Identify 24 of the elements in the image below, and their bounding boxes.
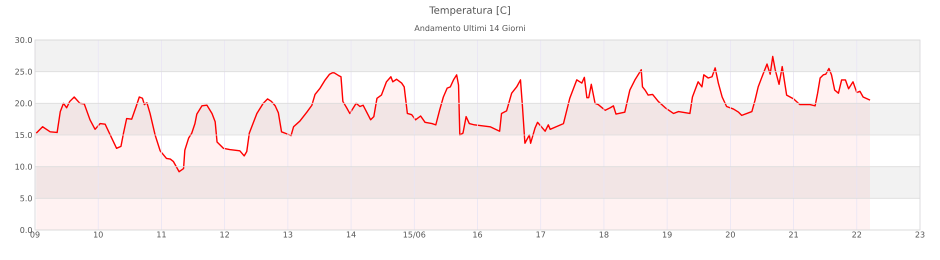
y-tick-label: 20.0 (15, 100, 32, 106)
x-tick-label: 16 (473, 232, 482, 238)
x-tick-label: 21 (789, 232, 798, 238)
x-tick-label: 10 (94, 232, 103, 238)
y-tick-label: 5.0 (20, 195, 32, 202)
y-tick-label: 10.0 (16, 164, 32, 170)
x-tick-label: 20 (726, 232, 735, 238)
x-tick-label: 23 (916, 232, 924, 238)
y-tick-label: 25.0 (15, 68, 32, 75)
chart-title: Temperatura [C] (429, 6, 510, 16)
chart-subtitle: Andamento Ultimi 14 Giorni (414, 24, 525, 32)
x-tick-label: 17 (536, 232, 546, 238)
x-tick-label: 22 (852, 232, 862, 238)
x-tick-label: 15/06 (404, 232, 426, 238)
x-tick-label: 12 (220, 232, 229, 238)
y-tick-label: 15.0 (16, 132, 32, 138)
y-tick-label: 30.0 (15, 36, 32, 44)
y-tick-label: 0.0 (20, 226, 32, 234)
x-tick-label: 14 (346, 232, 356, 238)
x-tick-label: 13 (284, 232, 292, 238)
x-tick-label: 19 (662, 232, 672, 238)
x-tick-label: 11 (157, 232, 166, 238)
x-tick-label: 09 (30, 232, 40, 238)
x-tick-label: 18 (600, 232, 608, 238)
